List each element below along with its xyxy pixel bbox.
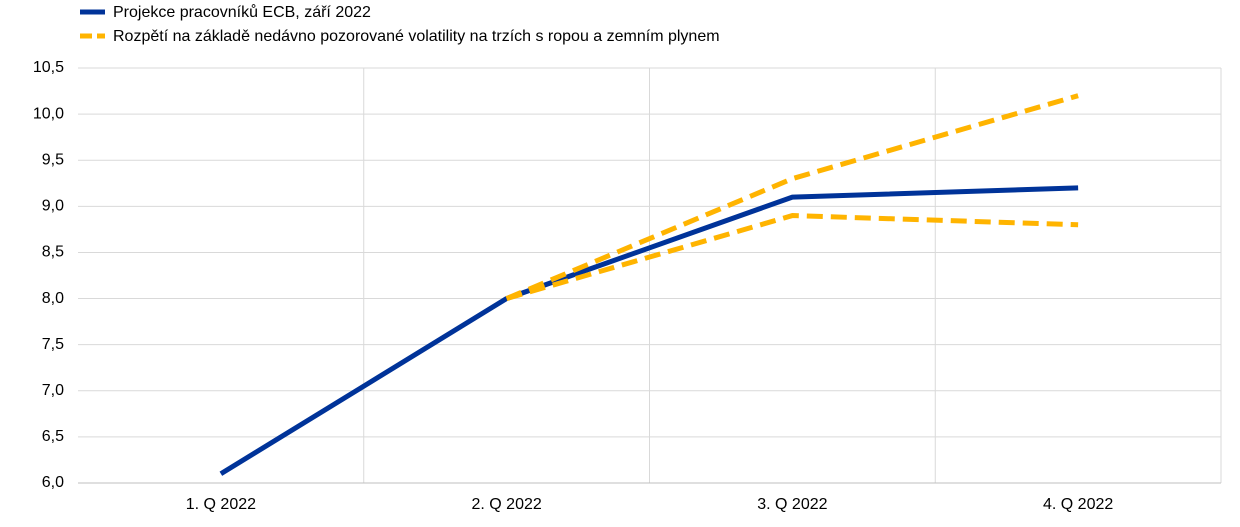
y-tick-label: 8,5 (42, 244, 64, 261)
y-tick-label: 6,0 (42, 474, 64, 491)
y-tick-label: 7,0 (42, 382, 64, 399)
series-line (219, 185, 1079, 476)
x-tick-label: 1. Q 2022 (186, 496, 256, 513)
y-tick-label: 8,0 (42, 290, 64, 307)
legend-label: Rozpětí na základě nedávno pozorované vo… (113, 28, 720, 45)
series-line (505, 93, 1079, 301)
y-tick-label: 10,0 (33, 105, 64, 122)
y-tick-label: 10,5 (33, 59, 64, 76)
x-tick-label: 4. Q 2022 (1043, 496, 1113, 513)
x-tick-label: 2. Q 2022 (471, 496, 541, 513)
y-tick-label: 6,5 (42, 428, 64, 445)
x-tick-label: 3. Q 2022 (757, 496, 827, 513)
y-tick-label: 7,5 (42, 336, 64, 353)
series-line (505, 213, 1079, 301)
y-tick-label: 9,5 (42, 151, 64, 168)
y-tick-label: 9,0 (42, 198, 64, 215)
legend-label: Projekce pracovníků ECB, září 2022 (113, 3, 371, 21)
